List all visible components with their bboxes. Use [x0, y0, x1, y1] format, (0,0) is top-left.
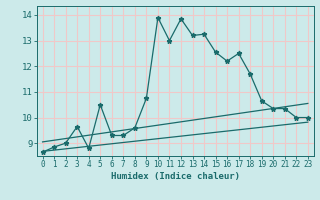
X-axis label: Humidex (Indice chaleur): Humidex (Indice chaleur)	[111, 172, 240, 181]
